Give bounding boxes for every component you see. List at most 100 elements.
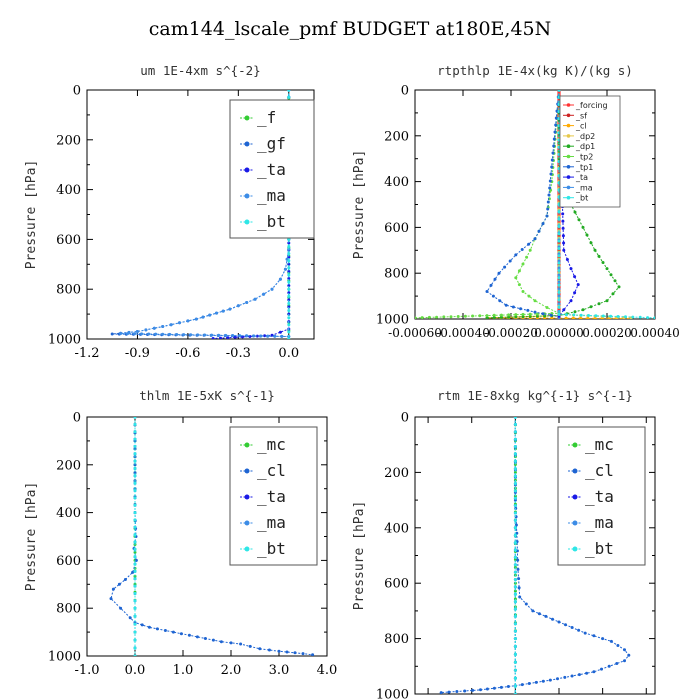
series-point-ma: [182, 333, 186, 337]
series-point-cl: [551, 617, 554, 621]
series-point-ma: [178, 321, 181, 325]
series-point-tp1: [514, 253, 518, 257]
legend-marker-mc: [572, 442, 578, 448]
series-point-mc: [513, 589, 517, 593]
series-point-bt: [513, 676, 517, 680]
series-point-dp1: [499, 315, 503, 319]
series-point-bt: [287, 287, 291, 291]
series-point-tp1: [550, 165, 554, 169]
legend-box: [557, 426, 646, 566]
series-point-ma: [119, 332, 123, 335]
series-point-tp2: [521, 262, 525, 266]
y-tick-label: 600: [384, 577, 409, 592]
series-point-dp1: [593, 248, 597, 252]
series-point-tp1: [520, 248, 524, 251]
series-point-tp1: [547, 193, 551, 197]
series-point-bt: [513, 474, 517, 478]
series-point-cl: [524, 602, 528, 606]
series-point-bt: [513, 452, 517, 456]
legend-label-ta: _ta: [575, 173, 588, 182]
y-tick-label: 1000: [48, 650, 81, 665]
series-point-dp1: [589, 305, 593, 309]
series-point-cl: [211, 638, 215, 642]
chart-title: um 1E-4xm s^{-2}: [140, 63, 260, 78]
series-point-cl: [301, 652, 305, 656]
series-point-cl: [195, 635, 199, 639]
series-point-bt: [133, 518, 137, 522]
series-point-bt: [609, 314, 613, 318]
legend-marker-cl: [566, 123, 571, 128]
y-tick-label: 1000: [48, 333, 81, 348]
series-point-bt: [513, 563, 517, 567]
series-point-bt: [287, 301, 291, 305]
series-point-tp2: [456, 315, 460, 318]
x-tick-label: 2.0: [221, 663, 242, 678]
series-point-bt: [557, 254, 561, 258]
series-point-bt: [287, 280, 291, 284]
series-point-cl: [579, 316, 583, 319]
series-point-dp1: [605, 267, 609, 271]
series-point-cl: [134, 558, 138, 562]
series-point-mc: [513, 558, 517, 561]
series-point-tp1: [553, 130, 557, 134]
legend-marker-ta: [566, 175, 571, 179]
legend-marker-ta: [572, 494, 578, 500]
series-point-bt: [133, 562, 137, 566]
series-point-tp1: [493, 277, 497, 281]
series-point-bt: [133, 646, 137, 650]
series-point-cl: [516, 558, 520, 562]
x-tick-label: -1.2: [74, 346, 99, 361]
series-point-tp2: [478, 314, 482, 318]
series-point-cl: [544, 614, 548, 618]
series-point-ma: [245, 301, 249, 304]
series-point-bt: [513, 592, 517, 596]
series-point-ma: [154, 332, 158, 336]
series-point-bt: [557, 90, 561, 92]
series-point-bt: [616, 315, 620, 318]
series-line-tp2: [415, 90, 560, 319]
series-point-bt: [287, 337, 291, 339]
series-point-bt: [557, 261, 561, 265]
chart-panel-1: um 1E-4xm s^{-2} Pressure [hPa] 0 200 400 600…: [24, 63, 315, 361]
series-point-ma: [217, 333, 221, 337]
chart-title: thlm 1E-5xK s^{-1}: [139, 388, 274, 403]
series-point-ta: [573, 275, 577, 279]
legend-marker-gf: [244, 141, 250, 147]
series-point-bt: [133, 452, 137, 456]
legend-label-ma: _ma: [585, 513, 614, 532]
series-point-bt: [133, 638, 137, 642]
series-point-dp1: [611, 292, 615, 296]
series-point-ma: [196, 333, 200, 337]
series-point-bt: [557, 283, 561, 287]
legend-marker-tp2: [566, 154, 571, 159]
legend-label-ta: _ta: [257, 160, 286, 179]
series-point-cl: [229, 641, 233, 645]
y-tick-label: 200: [56, 133, 81, 148]
series-point-ma: [208, 313, 212, 317]
series-point-ta: [569, 299, 573, 303]
series-point-bt: [513, 445, 517, 448]
series-point-cl: [239, 642, 243, 646]
series-point-tp1: [546, 207, 550, 211]
series-point-tp2: [499, 313, 503, 317]
series-point-bt: [638, 315, 642, 319]
series-point-mc: [513, 470, 517, 474]
series-point-cl: [111, 587, 115, 591]
series-point-ma: [252, 334, 256, 338]
series-point-ma: [126, 332, 130, 336]
series-point-tp2: [528, 248, 532, 252]
series-point-tp2: [415, 316, 417, 319]
chart-panel-4: rtm 1E-8xkg kg^{-1} s^{-1} Pressure [hPa]…: [352, 388, 656, 700]
series-point-bt: [557, 225, 561, 228]
series-point-bt: [287, 252, 291, 256]
series-point-bt: [513, 637, 517, 641]
series-point-tp2: [514, 276, 518, 280]
series-point-bt: [587, 314, 590, 317]
series-point-dp1: [617, 285, 621, 289]
series-point-mc: [513, 565, 517, 569]
series-point-bt: [133, 422, 137, 426]
series-point-tp1: [541, 222, 545, 226]
series-point-cl: [601, 637, 605, 641]
series-point-ta: [287, 291, 291, 295]
series-point-cl: [607, 664, 611, 668]
